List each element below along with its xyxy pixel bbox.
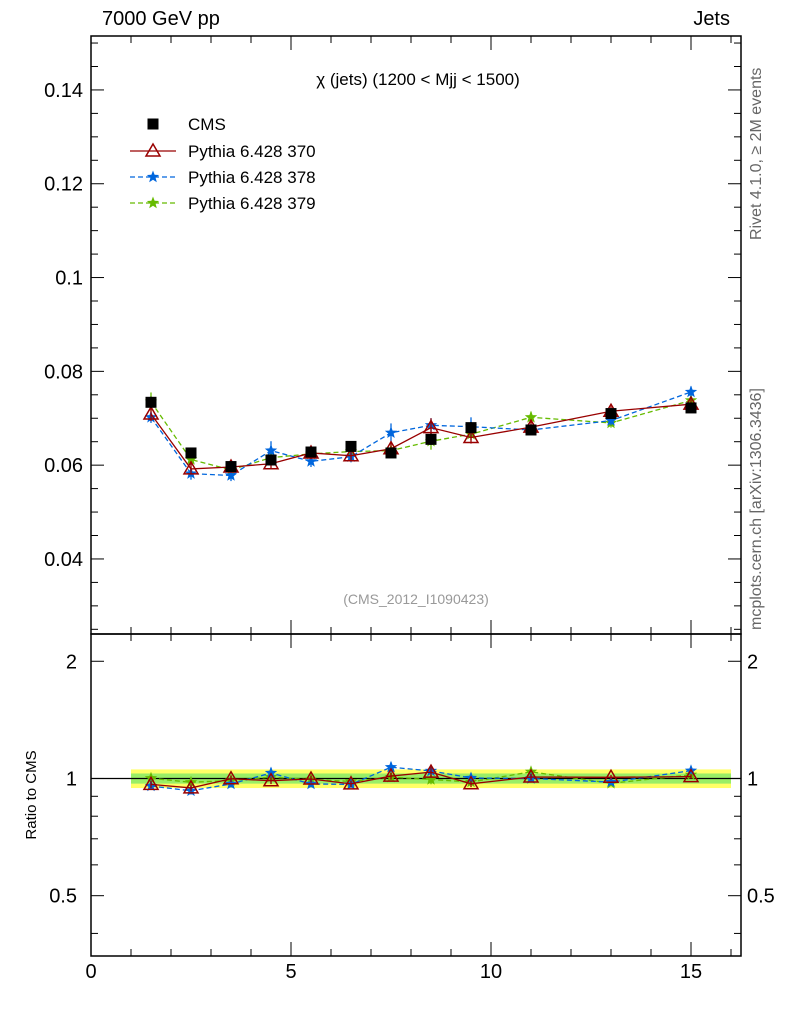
data-point-cms bbox=[145, 396, 157, 408]
data-point-cms bbox=[605, 408, 617, 420]
legend-marker-p370 bbox=[144, 142, 162, 157]
x-tick-label: 0 bbox=[85, 961, 96, 983]
data-point-cms bbox=[265, 454, 277, 466]
legend-entry-p370: Pythia 6.428 370 bbox=[130, 142, 316, 161]
legend-label-p378: Pythia 6.428 378 bbox=[188, 168, 316, 187]
y-tick-label: 0.06 bbox=[44, 455, 83, 477]
ratio-point-p370 bbox=[342, 775, 360, 790]
ratio-tick-label: 1 bbox=[66, 768, 77, 790]
ratio-point-p378 bbox=[604, 775, 618, 788]
data-point-cms bbox=[225, 461, 237, 473]
data-point-p378 bbox=[264, 444, 278, 456]
legend-marker-p379 bbox=[146, 196, 160, 209]
ratio-point-p370 bbox=[462, 775, 480, 790]
ratio-tick-label: 0.5 bbox=[49, 886, 77, 908]
x-tick-label: 15 bbox=[680, 961, 702, 983]
data-point-p370 bbox=[342, 447, 360, 462]
series-line-p379 bbox=[150, 399, 692, 471]
legend-marker-cms bbox=[147, 118, 159, 130]
data-point-p378 bbox=[384, 426, 398, 438]
data-point-cms bbox=[185, 447, 197, 459]
ratio-point-p370 bbox=[522, 768, 540, 783]
data-point-p370 bbox=[422, 419, 440, 434]
ratio-panel-frame bbox=[90, 633, 742, 957]
data-point-cms bbox=[385, 447, 397, 459]
legend-entry-p378: Pythia 6.428 378 bbox=[130, 168, 316, 187]
ratio-tick-label-right: 0.5 bbox=[747, 886, 775, 908]
ratio-point-p370 bbox=[422, 763, 440, 778]
data-point-p379 bbox=[184, 453, 198, 465]
data-point-cms bbox=[425, 433, 437, 445]
data-point-p378 bbox=[684, 385, 698, 398]
ratio-tick-label-right: 2 bbox=[747, 651, 758, 673]
data-point-p379 bbox=[524, 410, 538, 423]
data-point-cms bbox=[525, 424, 537, 436]
legend-entry-p379: Pythia 6.428 379 bbox=[130, 194, 316, 213]
y-tick-label: 0.14 bbox=[44, 80, 83, 102]
y-tick-label: 0.04 bbox=[44, 549, 83, 571]
data-point-cms bbox=[345, 440, 357, 452]
data-point-p378 bbox=[304, 454, 318, 467]
y-tick-label: 0.1 bbox=[55, 268, 83, 290]
ratio-point-p370 bbox=[182, 779, 200, 794]
ratio-line-p378 bbox=[150, 766, 692, 792]
ratio-point-p379 bbox=[684, 768, 698, 780]
legend-label-p370: Pythia 6.428 370 bbox=[188, 142, 316, 161]
ratio-point-p370 bbox=[222, 770, 240, 785]
legend: CMS Pythia 6.428 370 Pythia 6.428 378 Pythi… bbox=[130, 115, 316, 213]
ratio-tick-label-right: 1 bbox=[747, 768, 758, 790]
x-tick-label: 10 bbox=[480, 961, 502, 983]
ratio-tick-label: 2 bbox=[66, 651, 77, 673]
analysis-watermark: (CMS_2012_I1090423) bbox=[343, 591, 489, 607]
ratio-point-p379 bbox=[424, 773, 438, 785]
chart-title: χ (jets) (1200 < Mjj < 1500) bbox=[316, 70, 520, 89]
header-left-label: 7000 GeV pp bbox=[102, 8, 220, 30]
header-right-label: Jets bbox=[693, 8, 730, 30]
ratio-point-p370 bbox=[682, 768, 700, 783]
data-point-p370 bbox=[142, 405, 160, 420]
ratio-point-p370 bbox=[142, 775, 160, 791]
ratio-point-p370 bbox=[382, 767, 400, 782]
y-tick-label: 0.12 bbox=[44, 174, 83, 196]
ratio-point-p370 bbox=[262, 772, 280, 787]
series-cms bbox=[145, 396, 697, 473]
data-point-cms bbox=[465, 422, 477, 434]
data-point-cms bbox=[685, 402, 697, 414]
ratio-axis-label: Ratio to CMS bbox=[23, 750, 40, 839]
legend-marker-p378 bbox=[146, 170, 160, 183]
ratio-point-p370 bbox=[602, 768, 620, 784]
data-point-p370 bbox=[462, 428, 480, 444]
data-point-cms bbox=[305, 446, 317, 458]
y-tick-label: 0.08 bbox=[44, 361, 83, 383]
ratio-point-p378 bbox=[384, 760, 398, 773]
ratio-line-p370 bbox=[150, 771, 692, 789]
legend-label-p379: Pythia 6.428 379 bbox=[188, 194, 316, 213]
series-line-p370 bbox=[150, 403, 692, 470]
legend-label-cms: CMS bbox=[188, 115, 226, 134]
data-point-p378 bbox=[604, 414, 618, 426]
x-tick-label: 5 bbox=[285, 961, 296, 983]
ratio-point-p370 bbox=[302, 770, 320, 785]
legend-entry-cms: CMS bbox=[147, 115, 226, 134]
data-point-p378 bbox=[224, 469, 238, 481]
data-point-p370 bbox=[182, 460, 200, 475]
